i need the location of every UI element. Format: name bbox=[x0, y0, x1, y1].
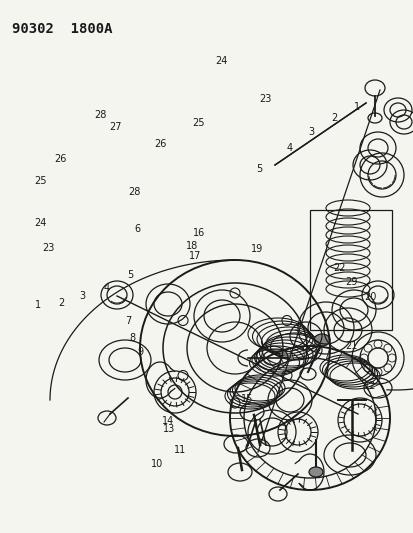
Text: 23: 23 bbox=[43, 243, 55, 253]
Text: 24: 24 bbox=[215, 56, 227, 66]
Text: 7: 7 bbox=[125, 317, 131, 326]
Bar bbox=[309, 210, 391, 330]
Text: 12: 12 bbox=[363, 382, 376, 391]
Text: 5: 5 bbox=[126, 270, 133, 280]
Text: 1: 1 bbox=[36, 301, 41, 310]
Text: 25: 25 bbox=[192, 118, 204, 127]
Text: 26: 26 bbox=[154, 139, 166, 149]
Text: 2: 2 bbox=[58, 298, 64, 308]
Text: 28: 28 bbox=[128, 187, 140, 197]
Text: 19: 19 bbox=[250, 245, 262, 254]
Text: 13: 13 bbox=[162, 424, 175, 434]
Text: 6: 6 bbox=[134, 224, 140, 234]
Text: 27: 27 bbox=[109, 122, 121, 132]
Text: 8: 8 bbox=[129, 334, 135, 343]
Text: 20: 20 bbox=[363, 293, 376, 302]
Text: 9: 9 bbox=[138, 347, 143, 357]
Text: 2: 2 bbox=[330, 114, 337, 123]
Text: 14: 14 bbox=[161, 416, 173, 426]
Text: 26: 26 bbox=[54, 154, 66, 164]
Text: 25: 25 bbox=[34, 176, 47, 186]
Text: 22: 22 bbox=[332, 263, 345, 272]
Text: 11: 11 bbox=[173, 446, 186, 455]
Text: 21: 21 bbox=[344, 342, 356, 351]
Text: 4: 4 bbox=[286, 143, 292, 153]
Text: 1: 1 bbox=[353, 102, 359, 111]
Text: 16: 16 bbox=[192, 229, 204, 238]
Text: 18: 18 bbox=[186, 241, 198, 251]
Text: 29: 29 bbox=[345, 278, 357, 287]
Text: 10: 10 bbox=[151, 459, 163, 469]
Text: 90302  1800A: 90302 1800A bbox=[12, 22, 112, 36]
Ellipse shape bbox=[308, 467, 322, 477]
Text: 24: 24 bbox=[34, 218, 47, 228]
Text: 3: 3 bbox=[80, 292, 85, 301]
Text: 3: 3 bbox=[308, 127, 313, 137]
Text: 15: 15 bbox=[241, 394, 253, 403]
Text: 17: 17 bbox=[189, 251, 201, 261]
Text: 4: 4 bbox=[104, 283, 109, 293]
Ellipse shape bbox=[313, 334, 329, 346]
Text: 23: 23 bbox=[258, 94, 271, 103]
Text: 5: 5 bbox=[255, 165, 262, 174]
Text: 28: 28 bbox=[94, 110, 107, 119]
